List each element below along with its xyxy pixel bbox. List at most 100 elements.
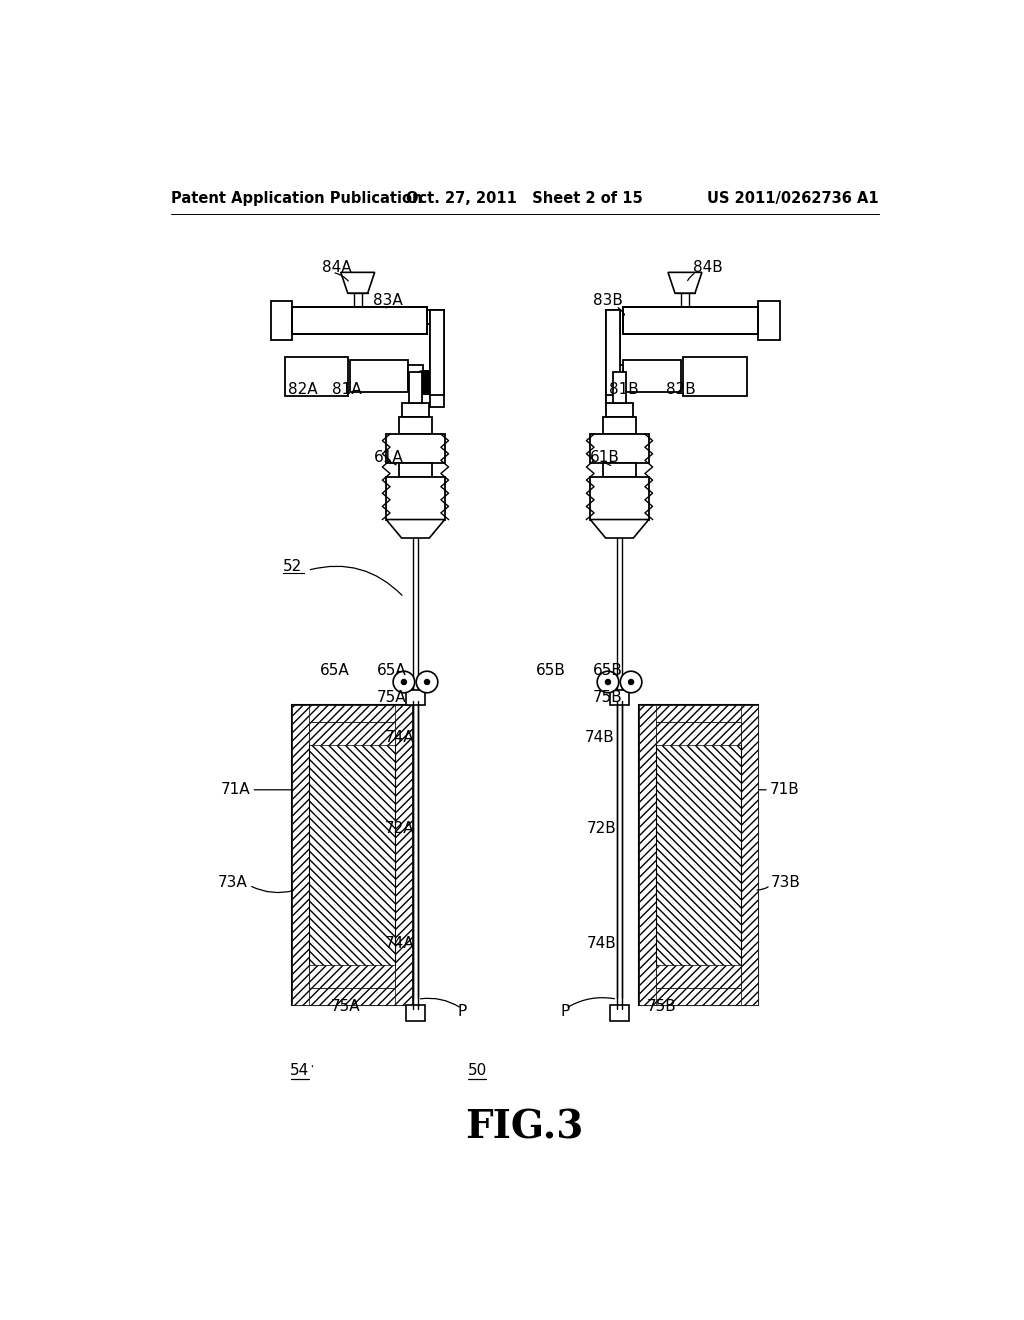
Circle shape bbox=[401, 680, 407, 684]
Text: 61B: 61B bbox=[590, 450, 620, 465]
Bar bbox=[655, 722, 741, 989]
Bar bbox=[292, 308, 427, 334]
Text: 83B: 83B bbox=[593, 293, 623, 309]
Bar bbox=[292, 705, 412, 722]
Bar bbox=[639, 705, 655, 1006]
Text: 72A: 72A bbox=[385, 821, 415, 836]
Bar bbox=[407, 689, 425, 705]
Circle shape bbox=[416, 671, 438, 693]
Text: 81A: 81A bbox=[333, 381, 361, 397]
Bar bbox=[430, 310, 444, 395]
Bar bbox=[624, 308, 758, 334]
Bar bbox=[639, 989, 758, 1006]
Bar bbox=[655, 965, 741, 989]
Bar bbox=[309, 965, 394, 989]
Bar bbox=[386, 434, 444, 463]
Text: 82B: 82B bbox=[666, 381, 695, 397]
Bar bbox=[410, 372, 422, 404]
Bar bbox=[294, 309, 425, 333]
Bar bbox=[610, 689, 629, 705]
Bar bbox=[292, 705, 309, 1006]
Text: 61A: 61A bbox=[374, 450, 403, 465]
Bar bbox=[602, 463, 637, 478]
Bar bbox=[639, 705, 758, 1006]
Bar bbox=[606, 372, 621, 407]
Bar bbox=[430, 331, 444, 374]
Text: 84A: 84A bbox=[322, 260, 351, 276]
Text: 65A: 65A bbox=[377, 663, 407, 678]
Text: 71A: 71A bbox=[220, 783, 250, 797]
Bar bbox=[398, 463, 432, 478]
Bar bbox=[639, 705, 758, 722]
Text: 83A: 83A bbox=[373, 293, 402, 309]
Text: 50: 50 bbox=[467, 1064, 486, 1078]
Text: 74B: 74B bbox=[587, 936, 616, 952]
Bar bbox=[427, 310, 444, 323]
Text: 54: 54 bbox=[291, 1064, 309, 1078]
Circle shape bbox=[605, 680, 610, 684]
Bar bbox=[655, 722, 741, 744]
Text: 75A: 75A bbox=[331, 999, 360, 1015]
Circle shape bbox=[425, 680, 429, 684]
Bar bbox=[625, 309, 757, 333]
Text: 82A: 82A bbox=[288, 381, 317, 397]
Text: 75B: 75B bbox=[646, 999, 676, 1015]
Text: P: P bbox=[457, 1005, 466, 1019]
Text: 72B: 72B bbox=[587, 821, 616, 836]
Bar bbox=[590, 478, 649, 520]
Bar bbox=[394, 705, 412, 1006]
Bar bbox=[615, 364, 624, 388]
Text: 73A: 73A bbox=[218, 875, 248, 890]
Bar bbox=[758, 301, 779, 341]
Bar bbox=[270, 301, 292, 341]
Bar bbox=[606, 310, 621, 411]
Bar bbox=[605, 404, 634, 417]
Bar bbox=[407, 1006, 425, 1020]
Bar bbox=[309, 722, 394, 989]
Bar bbox=[398, 417, 432, 434]
Bar bbox=[624, 360, 681, 392]
Bar bbox=[683, 358, 746, 396]
Polygon shape bbox=[668, 272, 701, 293]
Bar bbox=[408, 364, 423, 388]
Text: 65A: 65A bbox=[321, 663, 350, 678]
Circle shape bbox=[597, 671, 618, 693]
Bar bbox=[430, 376, 444, 407]
Text: 74A: 74A bbox=[385, 730, 415, 744]
Bar bbox=[606, 310, 621, 395]
Text: FIG.3: FIG.3 bbox=[466, 1107, 584, 1146]
Text: 74B: 74B bbox=[585, 730, 614, 744]
Text: 71B: 71B bbox=[770, 783, 800, 797]
Polygon shape bbox=[590, 520, 649, 539]
Bar bbox=[741, 705, 758, 1006]
Polygon shape bbox=[341, 272, 375, 293]
Bar bbox=[610, 1006, 629, 1020]
Text: Patent Application Publication: Patent Application Publication bbox=[171, 191, 422, 206]
Polygon shape bbox=[386, 520, 444, 539]
Bar bbox=[430, 310, 444, 383]
Bar bbox=[285, 358, 348, 396]
Text: 84B: 84B bbox=[692, 260, 722, 276]
Text: P: P bbox=[561, 1005, 570, 1019]
Bar bbox=[309, 722, 394, 744]
Text: 73B: 73B bbox=[771, 875, 801, 890]
Bar bbox=[292, 989, 412, 1006]
Circle shape bbox=[621, 671, 642, 693]
Text: 75B: 75B bbox=[593, 690, 623, 705]
Bar bbox=[401, 404, 429, 417]
Bar bbox=[386, 478, 444, 520]
Circle shape bbox=[393, 671, 415, 693]
Text: 65B: 65B bbox=[536, 663, 565, 678]
Text: 52: 52 bbox=[283, 558, 302, 574]
Bar bbox=[602, 417, 637, 434]
Text: US 2011/0262736 A1: US 2011/0262736 A1 bbox=[708, 191, 879, 206]
Text: 65B: 65B bbox=[593, 663, 623, 678]
Text: 74A: 74A bbox=[385, 936, 415, 952]
Bar bbox=[350, 360, 408, 392]
Text: Oct. 27, 2011   Sheet 2 of 15: Oct. 27, 2011 Sheet 2 of 15 bbox=[407, 191, 643, 206]
Bar bbox=[613, 372, 626, 404]
Bar bbox=[292, 705, 412, 1006]
Text: 75A: 75A bbox=[377, 690, 407, 705]
Text: 81B: 81B bbox=[609, 381, 639, 397]
Circle shape bbox=[629, 680, 634, 684]
